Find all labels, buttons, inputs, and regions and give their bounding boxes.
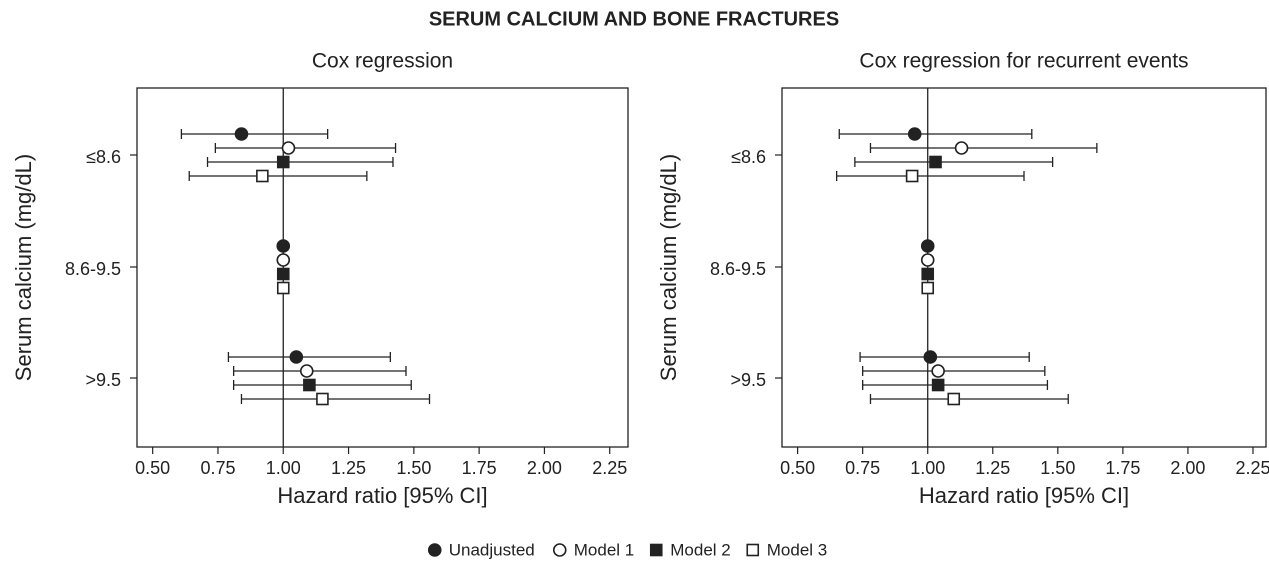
plot-frame	[781, 87, 1267, 448]
error-bar	[188, 171, 368, 181]
point	[929, 155, 942, 169]
point	[907, 127, 922, 141]
point	[931, 378, 945, 392]
point	[921, 267, 935, 281]
error-bar	[869, 394, 1069, 404]
x-tick-label: 2.25	[1235, 458, 1269, 478]
point	[947, 392, 961, 406]
x-tick-label: 1.50	[396, 458, 431, 478]
y-axis-label: Serum calcium (mg/dL)	[656, 154, 681, 381]
point	[299, 364, 314, 378]
y-tick-label: 8.6-9.5	[65, 259, 121, 279]
error-bar	[214, 143, 397, 153]
point	[276, 267, 290, 281]
error-bar	[232, 366, 407, 376]
x-tick-label: 1.75	[1105, 458, 1140, 478]
legend-marker	[649, 543, 663, 557]
error-bar	[838, 129, 1033, 139]
x-tick-label: 0.75	[200, 458, 235, 478]
error-bar	[854, 157, 1054, 167]
error-bar	[835, 171, 1025, 181]
x-tick-label: 2.00	[527, 458, 562, 478]
y-tick-label: ≤8.6	[731, 147, 766, 167]
point	[234, 127, 249, 141]
error-bar	[862, 366, 1046, 376]
x-tick-label: 1.25	[331, 458, 366, 478]
x-tick-label: 1.75	[462, 458, 497, 478]
y-axis-label: Serum calcium (mg/dL)	[11, 154, 36, 381]
point	[316, 392, 329, 406]
point	[303, 378, 316, 392]
legend-marker	[746, 543, 760, 557]
point	[276, 155, 290, 169]
legend-label: Model 2	[670, 540, 730, 559]
error-bar	[862, 380, 1049, 390]
y-tick-label: >9.5	[85, 370, 121, 390]
legend-label: Model 1	[574, 540, 634, 559]
error-bar	[869, 143, 1098, 153]
error-bar	[232, 380, 412, 390]
panel-title: Cox regression for recurrent events	[859, 50, 1188, 73]
legend-label: Unadjusted	[449, 540, 535, 559]
x-axis-label: Hazard ratio [95% CI]	[277, 483, 487, 508]
legend-label: Model 3	[767, 540, 827, 559]
x-tick-label: 1.00	[910, 458, 945, 478]
x-tick-label: 1.00	[266, 458, 301, 478]
point	[276, 281, 290, 295]
point	[256, 169, 269, 183]
point	[905, 169, 919, 183]
point	[276, 239, 291, 253]
legend-marker	[552, 543, 567, 557]
y-tick-label: ≤8.6	[86, 147, 121, 167]
point	[920, 239, 935, 253]
y-tick-label: 8.6-9.5	[710, 259, 766, 279]
error-bar	[180, 129, 329, 139]
error-bar	[227, 352, 391, 362]
point	[281, 141, 296, 155]
x-tick-label: 0.50	[135, 458, 170, 478]
x-axis-label: Hazard ratio [95% CI]	[919, 483, 1129, 508]
point	[954, 141, 969, 155]
x-tick-label: 1.50	[1040, 458, 1075, 478]
x-tick-label: 0.50	[780, 458, 815, 478]
x-tick-label: 2.00	[1170, 458, 1205, 478]
panel-title: Cox regression	[312, 50, 453, 73]
error-bar	[859, 352, 1030, 362]
figure-title: SERUM CALCIUM AND BONE FRACTURES	[429, 8, 839, 30]
point	[921, 281, 935, 295]
plot-frame	[136, 87, 629, 448]
y-tick-label: >9.5	[730, 370, 766, 390]
point	[289, 350, 304, 364]
error-bar	[206, 157, 394, 167]
x-tick-label: 1.25	[975, 458, 1010, 478]
point	[931, 364, 945, 378]
legend-marker	[427, 543, 442, 557]
error-bar	[240, 394, 431, 404]
x-tick-label: 0.75	[845, 458, 880, 478]
point	[920, 253, 935, 267]
point	[276, 253, 291, 267]
x-tick-label: 2.25	[592, 458, 627, 478]
point	[923, 350, 938, 364]
